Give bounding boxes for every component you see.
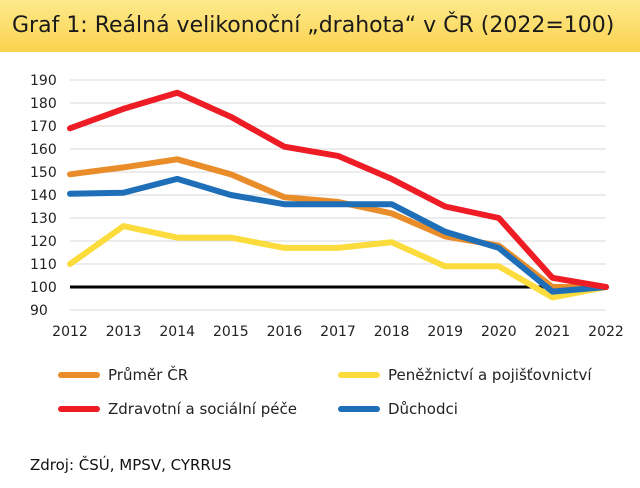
series-3-point-2021 [550,290,554,294]
series-1-point-2015 [229,236,233,240]
series-1-point-2017 [336,246,340,250]
x-tick-label-2022: 2022 [588,324,624,340]
series-3-point-2015 [229,193,233,197]
series-3-point-2020 [497,246,501,250]
series-1-point-2019 [443,264,447,268]
series-3-point-2014 [175,177,179,181]
series-line-2 [67,89,609,290]
series-1-point-2012 [68,262,72,266]
y-tick-label-100: 100 [30,280,57,296]
series-1-point-2016 [282,246,286,250]
x-tick-label-2020: 2020 [481,324,517,340]
series-3-point-2016 [282,202,286,206]
series-3-point-2017 [336,202,340,206]
series-3-point-2013 [122,191,126,195]
series-2-point-2016 [282,145,286,149]
series-3-point-2018 [390,202,394,206]
y-tick-label-140: 140 [30,188,57,204]
y-tick-label-160: 160 [30,142,57,158]
series-2-point-2015 [229,115,233,119]
series-0-point-2019 [443,234,447,238]
x-tick-label-2013: 2013 [106,324,142,340]
series-2-point-2020 [497,216,501,220]
series-0-point-2013 [122,165,126,169]
series-1-point-2020 [497,264,501,268]
title-bar: Graf 1: Reálná velikonoční „drahota“ v Č… [0,0,640,52]
series-1-point-2013 [122,224,126,228]
series-2-point-2019 [443,205,447,208]
series-2-point-2018 [390,177,394,181]
series-2-point-2022 [604,285,608,289]
source-note: Zdroj: ČSÚ, MPSV, CYRRUS [30,456,232,474]
y-tick-label-170: 170 [30,119,57,135]
series-1-point-2021 [550,295,554,299]
series-1-point-2014 [175,236,179,240]
series-1-point-2018 [390,240,394,244]
x-tick-label-2018: 2018 [374,324,410,340]
series-2-point-2013 [122,107,126,111]
y-tick-label-190: 190 [30,73,57,89]
x-tick-label-2019: 2019 [427,324,463,340]
series-0-point-2012 [68,172,72,176]
series-0-point-2016 [282,195,286,199]
series-2-point-2012 [68,126,72,130]
series-3-point-2019 [443,230,447,234]
x-tick-label-2016: 2016 [267,324,303,340]
series-2-point-2017 [336,154,340,158]
y-tick-label-180: 180 [30,96,57,112]
x-tick-label-2015: 2015 [213,324,249,340]
y-tick-label-90: 90 [30,303,48,319]
series-3-point-2012 [68,192,72,196]
chart-title: Graf 1: Reálná velikonoční „drahota“ v Č… [12,13,615,38]
series-line-3 [67,175,609,295]
y-tick-label-110: 110 [30,257,57,273]
x-tick-label-2014: 2014 [159,324,195,340]
y-tick-label-150: 150 [30,165,57,181]
series-2-point-2014 [175,91,179,95]
x-tick-label-2021: 2021 [535,324,571,340]
series-2-point-2021 [550,276,554,280]
y-tick-label-120: 120 [30,234,57,250]
series-0-point-2014 [175,157,179,161]
series-0-point-2018 [390,211,394,215]
x-tick-label-2017: 2017 [320,324,356,340]
y-tick-label-130: 130 [30,211,57,227]
series-0-point-2015 [229,172,233,176]
x-tick-label-2012: 2012 [52,324,88,340]
